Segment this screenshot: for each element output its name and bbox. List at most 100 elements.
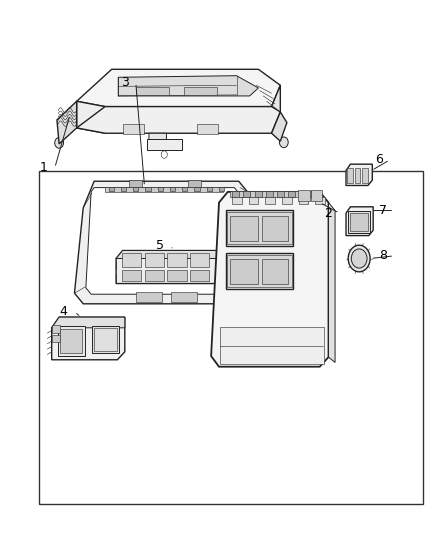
Bar xyxy=(167,270,187,281)
Bar xyxy=(220,327,324,364)
Bar xyxy=(262,259,288,284)
Bar xyxy=(145,253,164,266)
Bar xyxy=(94,328,117,351)
Bar xyxy=(188,180,201,187)
Polygon shape xyxy=(77,107,280,133)
Bar xyxy=(145,270,164,281)
Bar xyxy=(232,197,242,204)
Polygon shape xyxy=(74,181,247,304)
Polygon shape xyxy=(346,207,373,236)
Text: 3: 3 xyxy=(121,76,129,89)
Polygon shape xyxy=(272,85,280,133)
Bar xyxy=(311,191,318,197)
Bar xyxy=(282,197,292,204)
Polygon shape xyxy=(149,133,166,149)
Polygon shape xyxy=(57,101,77,144)
Bar xyxy=(277,191,284,197)
Bar xyxy=(58,326,85,356)
Bar xyxy=(190,253,209,266)
Polygon shape xyxy=(52,317,125,360)
Bar xyxy=(249,197,258,204)
Bar xyxy=(217,260,225,271)
Bar xyxy=(230,216,258,241)
Circle shape xyxy=(267,303,281,320)
Bar xyxy=(136,87,169,95)
Bar xyxy=(311,190,322,201)
Bar xyxy=(347,168,353,183)
Polygon shape xyxy=(116,251,223,284)
Bar xyxy=(92,326,119,353)
Bar xyxy=(230,191,315,197)
Bar xyxy=(232,191,239,197)
Polygon shape xyxy=(118,76,258,96)
Bar xyxy=(60,329,82,353)
Bar xyxy=(348,211,370,233)
Bar xyxy=(39,171,423,504)
Polygon shape xyxy=(86,188,240,294)
Bar xyxy=(147,139,182,150)
Polygon shape xyxy=(77,69,280,107)
Polygon shape xyxy=(328,203,335,362)
Bar xyxy=(133,187,138,191)
Bar xyxy=(182,187,187,191)
Bar xyxy=(121,187,126,191)
Text: 4: 4 xyxy=(60,305,67,318)
Circle shape xyxy=(351,249,367,268)
Text: 1: 1 xyxy=(40,161,48,174)
Bar xyxy=(298,190,310,201)
Bar xyxy=(299,197,308,204)
Polygon shape xyxy=(346,164,372,185)
Circle shape xyxy=(279,137,288,148)
Bar xyxy=(315,197,325,204)
Bar xyxy=(207,187,212,191)
Bar xyxy=(190,270,209,281)
Text: 6: 6 xyxy=(375,154,383,166)
Bar xyxy=(122,270,141,281)
Bar xyxy=(184,87,217,95)
Text: 8: 8 xyxy=(379,249,387,262)
Bar xyxy=(109,187,114,191)
Bar xyxy=(167,253,187,266)
Bar xyxy=(123,124,144,134)
Bar xyxy=(227,212,292,244)
Polygon shape xyxy=(105,187,223,192)
Circle shape xyxy=(55,138,64,148)
Bar xyxy=(230,259,258,284)
Bar xyxy=(355,168,360,183)
Bar xyxy=(219,187,224,191)
Bar xyxy=(226,253,293,289)
Bar xyxy=(158,187,163,191)
Polygon shape xyxy=(272,112,287,141)
Circle shape xyxy=(161,151,167,158)
Bar xyxy=(52,335,60,342)
Bar xyxy=(145,187,151,191)
Text: 5: 5 xyxy=(156,239,164,252)
Text: 7: 7 xyxy=(379,204,387,217)
Bar xyxy=(122,253,141,266)
Bar xyxy=(52,325,60,333)
Bar xyxy=(362,168,368,183)
Bar xyxy=(136,292,162,302)
Polygon shape xyxy=(52,317,125,328)
Bar xyxy=(197,124,218,134)
Bar xyxy=(289,191,296,197)
Polygon shape xyxy=(77,101,105,133)
Circle shape xyxy=(263,298,285,325)
Bar xyxy=(254,191,261,197)
Bar xyxy=(244,191,251,197)
Bar xyxy=(226,210,293,246)
Bar xyxy=(170,187,175,191)
Circle shape xyxy=(348,245,370,272)
Bar xyxy=(171,292,197,302)
Text: 2: 2 xyxy=(325,207,332,220)
Bar xyxy=(266,191,273,197)
Bar xyxy=(262,216,288,241)
Polygon shape xyxy=(211,192,328,367)
Bar xyxy=(300,191,307,197)
Bar xyxy=(194,187,200,191)
Bar xyxy=(227,255,292,287)
Polygon shape xyxy=(116,251,223,259)
Circle shape xyxy=(113,352,119,359)
Bar xyxy=(265,197,275,204)
Bar xyxy=(129,180,142,187)
